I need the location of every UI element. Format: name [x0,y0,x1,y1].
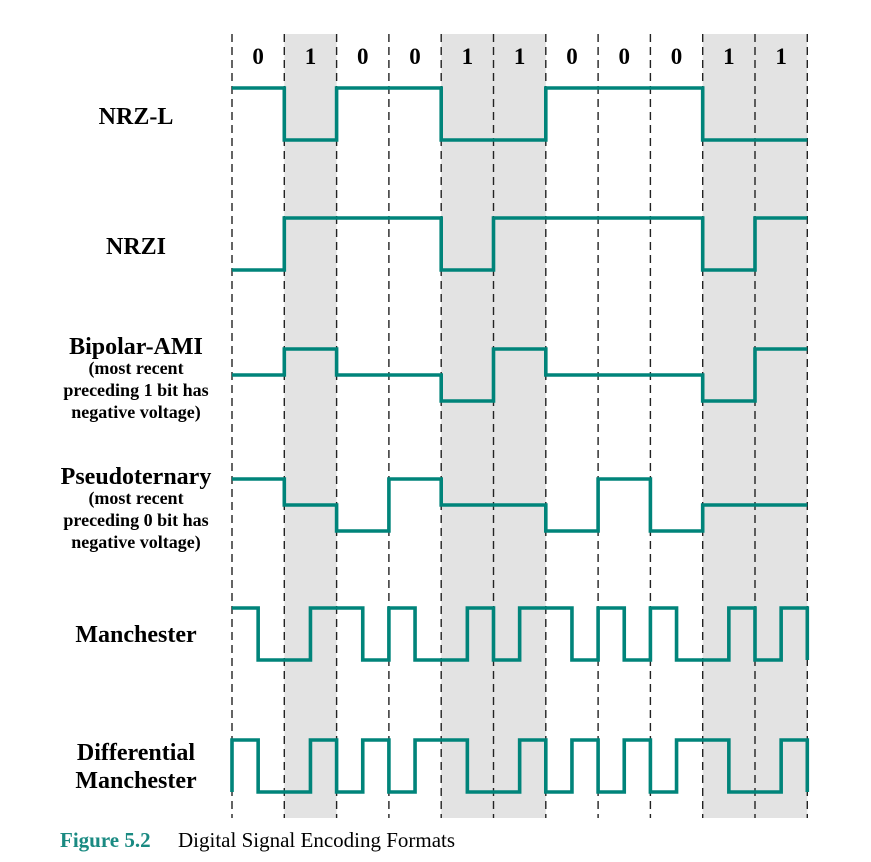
one-bit-band [284,34,337,818]
bit-value: 1 [305,44,317,69]
waveform-pseudoternary [232,477,808,533]
one-bit-band [493,34,546,818]
figure-caption: Figure 5.2 Digital Signal Encoding Forma… [60,828,455,852]
bit-value: 0 [357,44,369,69]
row-note-bipolar-ami: negative voltage) [71,402,200,423]
figure-number: Figure 5.2 [60,828,151,852]
row-note-pseudoternary: negative voltage) [71,532,200,553]
bit-value: 0 [566,44,578,69]
row-label-diff-manchester: Differential [77,740,196,766]
row-note-bipolar-ami: (most recent [88,358,183,379]
row-label-diff-manchester-line2: Manchester [75,768,197,794]
bit-dividers [231,34,808,818]
waveform-diff-manchester [230,738,810,794]
waveforms [230,86,810,794]
row-note-pseudoternary: preceding 0 bit has [63,510,208,530]
row-label-bipolar-ami: Bipolar-AMI [69,334,203,360]
bit-bands [284,34,808,818]
bit-value: 0 [671,44,683,69]
row-label-manchester: Manchester [75,622,197,648]
bit-value: 0 [409,44,421,69]
bit-value: 1 [514,44,526,69]
one-bit-band [755,34,808,818]
row-note-pseudoternary: (most recent [88,488,183,509]
waveform-manchester [232,606,810,662]
bit-value: 0 [252,44,264,69]
bit-value: 1 [775,44,787,69]
bit-value: 1 [462,44,474,69]
bit-value: 1 [723,44,735,69]
row-note-bipolar-ami: preceding 1 bit has [63,380,208,400]
bit-sequence: 0 1 0 0 1 1 0 0 0 1 1 [252,44,787,69]
row-label-nrz-l: NRZ-L [99,104,174,130]
waveform-nrzi [232,216,808,272]
row-label-nrzi: NRZI [106,234,166,260]
bit-value: 0 [619,44,631,69]
one-bit-band [441,34,494,818]
row-label-pseudoternary: Pseudoternary [61,464,212,490]
figure-title: Digital Signal Encoding Formats [178,828,455,852]
waveform-nrz-l [232,86,808,142]
waveform-bipolar-ami [232,347,808,403]
one-bit-band [702,34,755,818]
